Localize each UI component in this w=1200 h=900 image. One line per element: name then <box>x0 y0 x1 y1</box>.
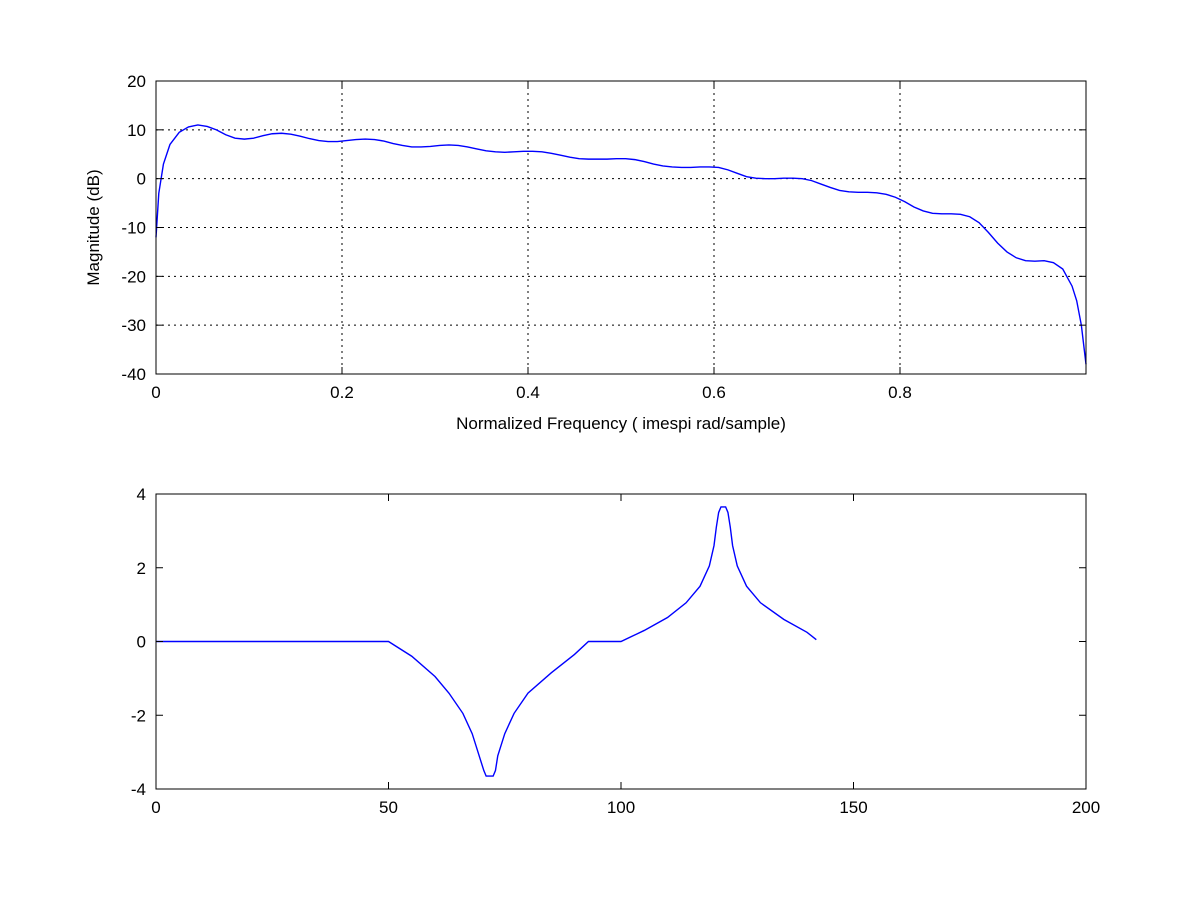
y-tick-label: 0 <box>137 170 146 189</box>
tick-marks <box>155 493 1087 790</box>
y-tick-labels: 20 10 0 -10 -20 -30 -40 <box>121 72 146 384</box>
y-tick-labels: 4 2 0 -2 -4 <box>131 485 146 799</box>
x-tick-label: 150 <box>839 798 867 817</box>
y-tick-label: -2 <box>131 706 146 725</box>
x-tick-label: 0.8 <box>888 383 912 402</box>
x-tick-labels: 0 0.2 0.4 0.6 0.8 <box>151 383 912 402</box>
y-tick-label: -30 <box>121 316 146 335</box>
y-tick-label: -40 <box>121 365 146 384</box>
y-axis-label: Magnitude (dB) <box>84 169 103 285</box>
y-tick-label: 0 <box>137 633 146 652</box>
x-tick-label: 50 <box>379 798 398 817</box>
x-tick-label: 0 <box>151 383 160 402</box>
x-tick-label: 0.2 <box>330 383 354 402</box>
y-tick-label: -20 <box>121 267 146 286</box>
y-tick-label: 4 <box>137 485 146 504</box>
x-tick-labels: 0 50 100 150 200 <box>151 798 1100 817</box>
y-tick-label: 2 <box>137 559 146 578</box>
step-response-plot: 0 50 100 150 200 4 2 0 -2 -4 <box>131 485 1100 817</box>
tick-marks <box>155 80 1086 375</box>
magnitude-series-line <box>155 124 1087 365</box>
y-tick-label: -4 <box>131 780 146 799</box>
x-tick-label: 0.4 <box>516 383 540 402</box>
x-tick-label: 0.6 <box>702 383 726 402</box>
grid-lines <box>156 81 1086 374</box>
x-tick-label: 0 <box>151 798 160 817</box>
x-axis-label: Normalized Frequency ( imespi rad/sample… <box>456 414 786 433</box>
x-tick-label: 100 <box>607 798 635 817</box>
x-tick-label: 200 <box>1072 798 1100 817</box>
y-tick-label: 10 <box>127 121 146 140</box>
y-tick-label: 20 <box>127 72 146 91</box>
y-tick-label: -10 <box>121 219 146 238</box>
magnitude-response-plot: 0 0.2 0.4 0.6 0.8 20 10 0 -10 -20 -30 -40 Normaliz… <box>84 72 1087 433</box>
signal-series-line <box>156 506 817 777</box>
